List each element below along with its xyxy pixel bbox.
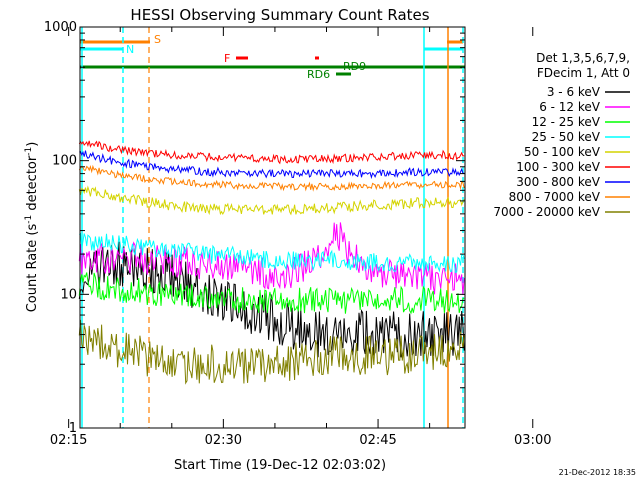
x-tick-label-3: 03:00 — [514, 433, 551, 448]
legend-label-5: 100 - 300 keV — [516, 160, 600, 174]
legend-label-1: 6 - 12 keV — [539, 100, 601, 114]
y-axis-label-main: Count Rate (s — [25, 224, 40, 313]
annotation-s: S — [154, 33, 161, 46]
series-line-3 — [79, 232, 465, 274]
annotation-f: F — [224, 52, 230, 65]
series-line-2 — [78, 272, 465, 315]
legend-label-0: 3 - 6 keV — [547, 85, 601, 99]
chart-title: HESSI Observing Summary Count Rates — [130, 6, 429, 24]
plot-frame — [79, 26, 466, 429]
y-tick-label-3: 1000 — [44, 20, 77, 35]
y-axis-label-sup1: -1 — [24, 215, 34, 224]
legend-label-4: 50 - 100 keV — [524, 145, 601, 159]
x-axis-label: Start Time (19-Dec-12 02:03:02) — [174, 458, 386, 473]
legend-header-2: FDecim 1, Att 0 — [537, 66, 630, 80]
legend-label-2: 12 - 25 keV — [532, 115, 601, 129]
annotation-rd9: RD9 — [343, 60, 366, 73]
series-line-8 — [78, 319, 465, 385]
observing-bands — [80, 27, 465, 428]
series-line-1 — [78, 222, 465, 296]
legend-label-3: 25 - 50 keV — [532, 130, 601, 144]
series-line-4 — [78, 185, 465, 216]
x-tick-label-2: 02:45 — [359, 433, 396, 448]
annotation-n: N — [126, 43, 134, 56]
y-axis-label-mid: detector — [25, 155, 40, 215]
x-tick-label-1: 02:30 — [205, 433, 242, 448]
y-tick-label-2: 100 — [52, 154, 77, 169]
series-line-5 — [78, 140, 465, 165]
series-line-6 — [79, 150, 465, 180]
legend-label-6: 300 - 800 keV — [516, 175, 600, 189]
plot-border — [79, 26, 466, 429]
series-line-7 — [78, 164, 465, 192]
y-axis-label: Count Rate (s-1 detector-1) — [24, 142, 40, 313]
legend-label-7: 800 - 7000 keV — [509, 190, 601, 204]
legend-label-8: 7000 - 20000 keV — [493, 205, 600, 219]
footer-date: 21-Dec-2012 18:35 — [559, 468, 636, 477]
y-axis-label-end: ) — [25, 142, 40, 147]
y-tick-label-0: 1 — [69, 421, 77, 436]
y-tick-label-1: 10 — [60, 287, 77, 302]
x-tick-label-0: 02:15 — [50, 433, 87, 448]
series-lines — [78, 140, 465, 385]
legend: Det 1,3,5,6,7,9, FDecim 1, Att 0 3 - 6 k… — [493, 51, 630, 219]
annotation-rd6: RD6 — [307, 68, 330, 81]
legend-header-1: Det 1,3,5,6,7,9, — [536, 51, 630, 65]
y-axis-label-sup2: -1 — [24, 147, 34, 156]
